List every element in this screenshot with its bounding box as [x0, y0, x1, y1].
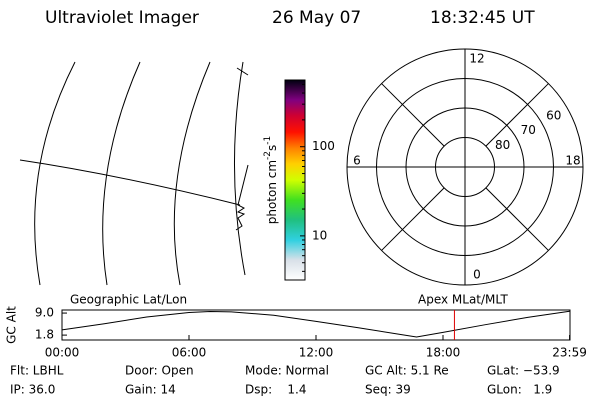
y-label: GC Alt: [5, 306, 19, 344]
mlt-label: 6: [353, 154, 361, 168]
lat-label: 70: [521, 123, 536, 137]
y-tick-label: 1.8: [35, 328, 54, 342]
status-field: Gain: 14: [125, 383, 176, 397]
x-tick-label: 00:00: [45, 346, 80, 360]
left-label: Geographic Lat/Lon: [70, 293, 187, 307]
status-field: IP: 36.0: [10, 383, 55, 397]
mlt-label: 12: [469, 52, 484, 66]
time: 18:32:45 UT: [430, 8, 535, 28]
status-field: Flt: LBHL: [10, 364, 64, 378]
mlt-label: 18: [565, 154, 580, 168]
status-field: Door: Open: [125, 364, 194, 378]
altitude-line: [61, 310, 570, 338]
date: 26 May 07: [272, 8, 361, 28]
colorbar-tick-label: 100: [312, 139, 335, 153]
mlt-line: [485, 187, 549, 251]
mlt-line: [381, 187, 445, 251]
x-tick-label: 12:00: [299, 346, 334, 360]
mlt-label: 0: [473, 268, 481, 282]
status-panel: Flt: LBHL Door: Open Mode: Normal GC Alt: 5…: [10, 364, 560, 397]
status-field: Seq: 39: [365, 383, 411, 397]
x-tick-label: 06:00: [172, 346, 207, 360]
status-field: GLon: 1.9: [487, 383, 552, 397]
y-tick-label: 9.0: [35, 306, 54, 320]
right-label: Apex MLat/MLT: [418, 293, 508, 307]
status-field: Dsp: 1.4: [245, 383, 307, 397]
status-field: Mode: Normal: [245, 364, 329, 378]
colorbar-tick-label: 10: [312, 228, 327, 242]
lat-label: 80: [495, 138, 510, 152]
map: [19, 61, 249, 286]
status-field: GLat: −53.9: [487, 364, 560, 378]
mlt-line: [381, 83, 445, 147]
x-tick-label: 18:00: [426, 346, 461, 360]
status-field: GC Alt: 5.1 Re: [365, 364, 449, 378]
mlt-line: [485, 83, 549, 147]
lat-label: 60: [546, 108, 561, 122]
x-tick-label: 23:59: [552, 346, 587, 360]
colorbar-unit: photon cm-2s-1: [263, 136, 279, 225]
colorbar: [284, 79, 306, 281]
title: Ultraviolet Imager: [45, 8, 199, 28]
